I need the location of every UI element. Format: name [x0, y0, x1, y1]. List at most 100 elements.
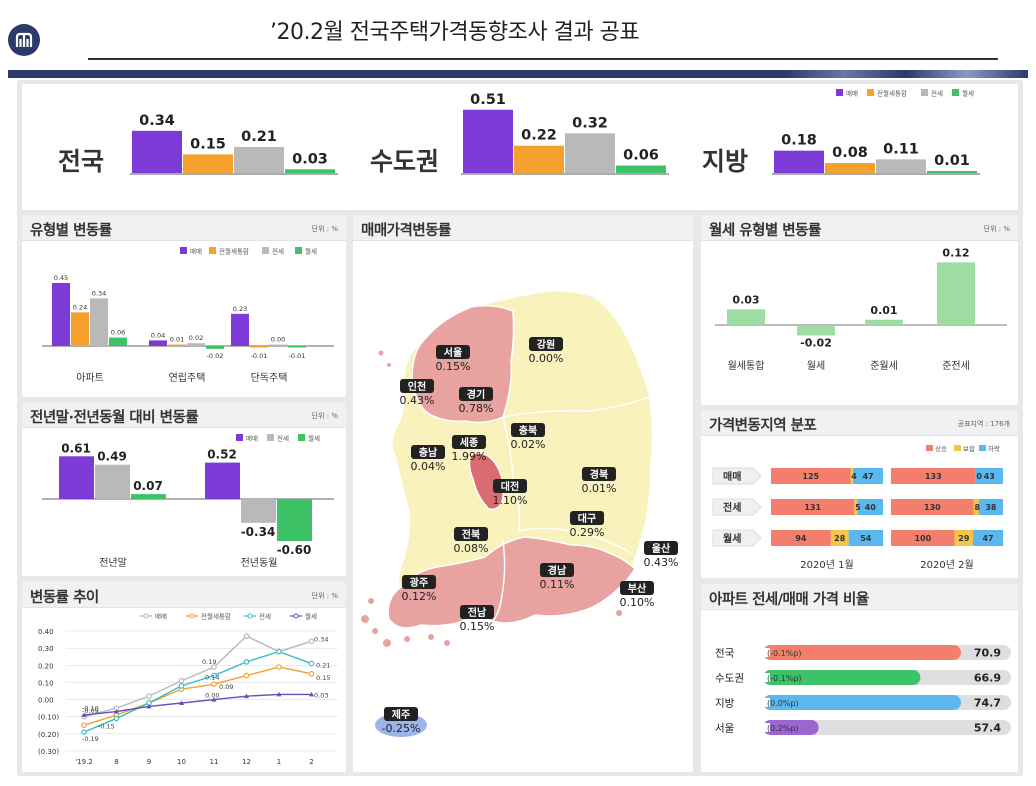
summary-panel: 매매 전월세통합 전세 월세 전국 0.34 0.15 0.21 0.03 수도권 0.51… [22, 84, 1018, 210]
summary-region-1: 수도권 [370, 147, 439, 176]
summary-bar [463, 109, 513, 173]
panel-title: 아파트 전세/매매 가격 비율 [709, 592, 869, 608]
bar-월세 [277, 499, 312, 541]
segment-label: 29 [958, 534, 970, 543]
series-marker [81, 722, 87, 729]
panel-unit: 단위 : % [311, 412, 338, 420]
summary-chart: 매매 전월세통합 전세 월세 전국 0.34 0.15 0.21 0.03 수도권 0.51… [58, 89, 980, 176]
bar-전월세통합 [250, 346, 268, 348]
summary-value: 0.34 [139, 113, 175, 129]
panel-unit: 단위 : % [983, 225, 1010, 233]
legend-swatch [926, 445, 933, 451]
ratio-notch [762, 648, 770, 657]
category-label: 전년동월 [241, 557, 278, 569]
legend-marker [189, 613, 195, 619]
region-value: 0.00% [529, 352, 564, 365]
summary-value: 0.06 [623, 148, 659, 164]
ratio-change: (-0.1%p) [767, 649, 802, 658]
ratio-value: 70.9 [974, 647, 1001, 660]
row-tag [712, 498, 762, 516]
legend-swatch-wolse [298, 434, 305, 441]
legend-wolse: 월세 [308, 434, 320, 443]
trend-panel: 변동률 추이 단위 : % 0.40 0.30 0.20 0.10 0.00 (0.10) (… [22, 582, 346, 772]
panel-unit: 단위 : % [311, 592, 338, 600]
bar-label: 0.61 [61, 441, 91, 455]
region-badge [384, 707, 418, 721]
wolse-type-panel: 월세 유형별 변동률 단위 : % 0.03 월세통합 -0.02 월세 0.01 준월세 0… [701, 215, 1018, 405]
segment [848, 530, 883, 546]
region-name: 광주 [410, 577, 428, 589]
ratio-category: 전국 [715, 648, 735, 660]
region-name: 서울 [444, 346, 462, 359]
summary-value: 0.32 [572, 115, 608, 131]
region-value: 0.12% [402, 590, 437, 603]
period-label: 2020년 2월 [920, 559, 973, 571]
region-name: 세종 [460, 436, 478, 449]
series-marker [211, 697, 217, 702]
region-name: 울산 [652, 542, 671, 555]
summary-value: 0.01 [934, 153, 970, 169]
bar-전월세통합 [168, 344, 186, 346]
bar-매매 [52, 283, 70, 346]
x-tick-label: 11 [210, 758, 219, 766]
category-label: 아파트 [76, 372, 104, 384]
region-name: 경남 [548, 564, 567, 577]
panel-title: 유형별 변동률 [30, 223, 112, 239]
region-badge [511, 423, 545, 437]
summary-bar [825, 163, 875, 173]
region-value: 0.15% [460, 620, 495, 633]
legend-sale: 매매 [846, 90, 858, 98]
segment-label: 125 [802, 472, 819, 481]
segment-label: 47 [862, 472, 873, 481]
bar-label: -0.02 [800, 336, 832, 349]
summary-bar [234, 146, 284, 173]
region-badge [540, 563, 574, 577]
segment [891, 530, 955, 546]
series-marker [179, 700, 184, 705]
summary-value: 0.18 [781, 133, 817, 149]
bar-label: 0.00 [271, 336, 285, 344]
bar-label: -0.01 [251, 352, 268, 360]
category-label: 단독주택 [251, 372, 288, 384]
ratio-notch [762, 673, 770, 682]
panel-header: 유형별 변동률 단위 : % [22, 215, 346, 241]
region-name: 경북 [590, 468, 608, 481]
ratio-change: (-0.1%p) [767, 674, 802, 683]
legend-jeonse: 전세 [931, 89, 943, 98]
legend-swatch [954, 445, 961, 451]
legend-marker [143, 613, 149, 619]
summary-value: 0.51 [470, 92, 506, 108]
segment [973, 499, 979, 515]
panel-header: 변동률 추이 단위 : % [22, 582, 346, 608]
x-tick-label: 8 [114, 758, 118, 766]
series-marker [211, 681, 217, 687]
bar-label: 0.12 [942, 246, 969, 259]
series-marker [308, 638, 315, 645]
series-marker [244, 693, 249, 699]
y-tick-label: (0.20) [38, 731, 59, 739]
series-marker [178, 683, 185, 689]
region-value: 0.29% [570, 526, 605, 539]
legend-wolse: 월세 [962, 89, 974, 98]
region-distribution-panel: 가격변동지역 분포 공표지역 : 176개 상승 보합 하락 매매 125 4 47 133 0 4… [701, 410, 1018, 578]
series-line-전월세통합 [83, 666, 312, 726]
series-line-전세 [83, 650, 312, 733]
chart-legend: 매매 전세 월세 [236, 434, 320, 443]
bar [727, 309, 765, 325]
region-badge [402, 575, 436, 589]
region-name: 충남 [419, 446, 438, 459]
category-label: 준전세 [942, 360, 970, 372]
legend-swatch [979, 445, 986, 451]
region-badge [400, 379, 434, 393]
region-name: 대전 [501, 480, 519, 493]
map-panel: 매매가격변동률 서울 0.15% 강원 0.00% 인천 0.43% 경기 0.78% 충북 0.… [353, 215, 693, 772]
bar-매매 [231, 313, 249, 346]
bar-label: 0.23 [233, 305, 247, 313]
region-badge [411, 445, 445, 459]
segment [973, 530, 1003, 546]
logo [8, 24, 40, 56]
series-marker [113, 715, 120, 722]
header-band [8, 70, 1028, 78]
chart-legend: 매매 전월세통합 전세 월세 [180, 247, 317, 256]
